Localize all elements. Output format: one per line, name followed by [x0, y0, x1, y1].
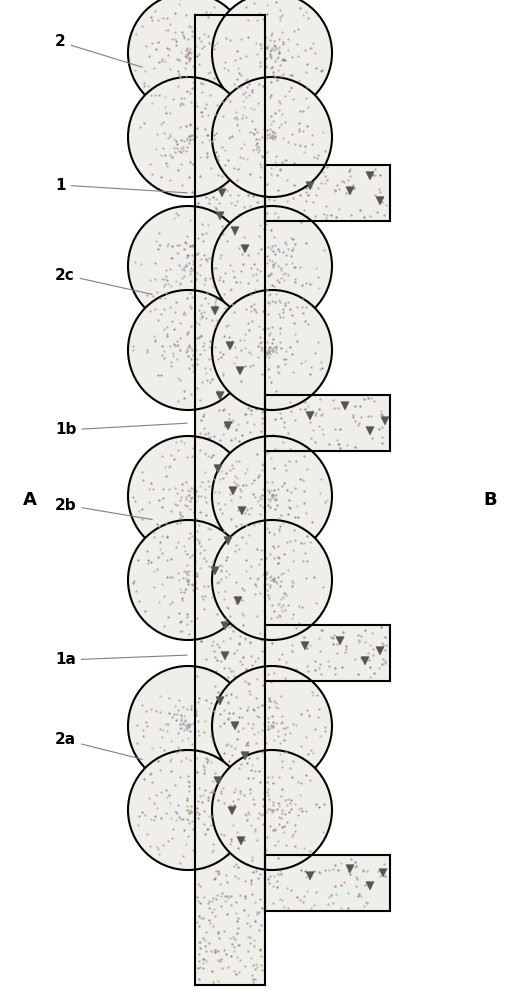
- Polygon shape: [214, 465, 221, 473]
- Text: 2: 2: [55, 34, 142, 67]
- Polygon shape: [225, 342, 234, 350]
- Circle shape: [212, 666, 331, 786]
- Circle shape: [212, 290, 331, 410]
- Polygon shape: [211, 567, 218, 575]
- Polygon shape: [300, 642, 308, 650]
- Polygon shape: [360, 657, 369, 665]
- Circle shape: [212, 0, 331, 113]
- Circle shape: [212, 436, 331, 556]
- Text: 2a: 2a: [55, 732, 142, 759]
- Circle shape: [212, 206, 331, 326]
- Polygon shape: [375, 197, 383, 205]
- Text: 2b: 2b: [55, 497, 152, 520]
- Bar: [265, 395, 389, 451]
- Bar: [265, 855, 389, 911]
- Polygon shape: [216, 212, 223, 220]
- Polygon shape: [335, 637, 344, 645]
- Bar: [265, 625, 389, 681]
- Polygon shape: [223, 422, 232, 430]
- Polygon shape: [365, 172, 373, 180]
- Polygon shape: [345, 187, 353, 195]
- Circle shape: [128, 436, 247, 556]
- Polygon shape: [231, 722, 239, 730]
- Circle shape: [128, 77, 247, 197]
- Polygon shape: [375, 647, 383, 655]
- Polygon shape: [365, 882, 373, 890]
- Text: A: A: [23, 491, 37, 509]
- Circle shape: [128, 520, 247, 640]
- Polygon shape: [234, 597, 242, 605]
- Text: B: B: [482, 491, 496, 509]
- Polygon shape: [365, 427, 373, 435]
- Polygon shape: [305, 412, 314, 420]
- Polygon shape: [241, 245, 248, 253]
- Polygon shape: [223, 537, 232, 545]
- Circle shape: [212, 520, 331, 640]
- Polygon shape: [241, 752, 248, 760]
- Polygon shape: [378, 869, 386, 877]
- Text: 1b: 1b: [55, 422, 187, 438]
- Circle shape: [212, 77, 331, 197]
- Polygon shape: [228, 807, 236, 815]
- Polygon shape: [216, 697, 223, 705]
- Polygon shape: [220, 622, 229, 630]
- Polygon shape: [214, 777, 221, 785]
- Circle shape: [128, 290, 247, 410]
- Polygon shape: [216, 392, 223, 400]
- Polygon shape: [231, 227, 239, 235]
- Polygon shape: [229, 487, 237, 495]
- Text: 1: 1: [55, 178, 187, 193]
- Circle shape: [128, 206, 247, 326]
- Circle shape: [212, 750, 331, 870]
- Polygon shape: [238, 507, 245, 515]
- Polygon shape: [345, 865, 353, 873]
- Polygon shape: [220, 652, 229, 660]
- Text: 1a: 1a: [55, 652, 187, 668]
- Circle shape: [128, 750, 247, 870]
- Circle shape: [128, 666, 247, 786]
- Polygon shape: [217, 189, 225, 197]
- Polygon shape: [211, 307, 218, 315]
- Bar: [265, 165, 389, 221]
- Polygon shape: [341, 402, 348, 410]
- Bar: [194, 15, 265, 985]
- Polygon shape: [236, 367, 243, 375]
- Text: 2c: 2c: [55, 267, 152, 294]
- Polygon shape: [237, 837, 244, 845]
- Polygon shape: [305, 872, 314, 880]
- Circle shape: [128, 0, 247, 113]
- Polygon shape: [305, 182, 314, 190]
- Polygon shape: [380, 417, 388, 425]
